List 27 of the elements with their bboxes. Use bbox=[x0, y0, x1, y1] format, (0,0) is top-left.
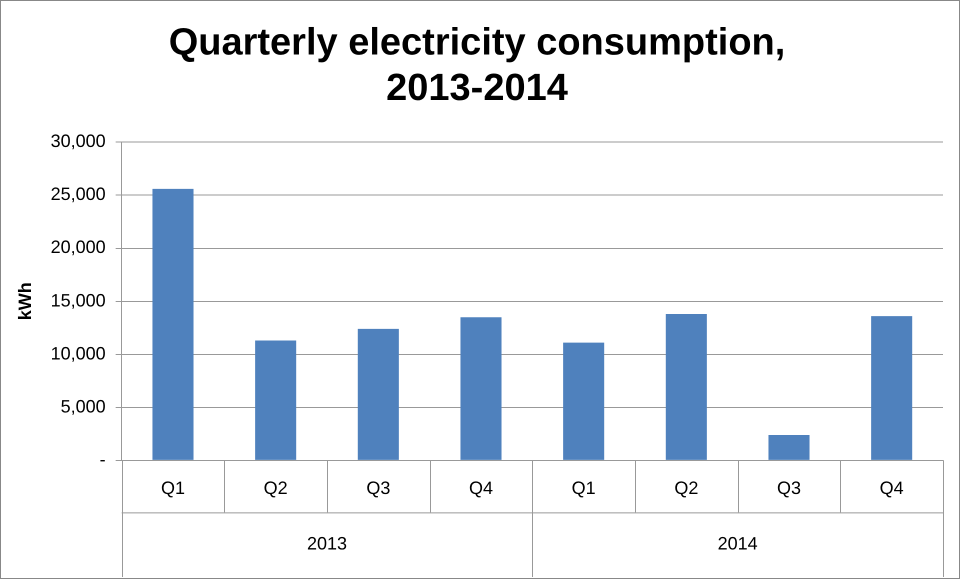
bar bbox=[666, 314, 707, 460]
x-tick-label: Q3 bbox=[366, 478, 390, 498]
chart-title: Quarterly electricity consumption, 2013-2014 bbox=[168, 21, 786, 109]
bar bbox=[563, 342, 604, 460]
x-tick-label: Q4 bbox=[468, 478, 493, 498]
y-tick-label: 30,000 bbox=[50, 131, 106, 152]
x-tick-label: Q2 bbox=[264, 478, 288, 498]
bar bbox=[152, 188, 194, 460]
bar bbox=[358, 328, 399, 460]
bar bbox=[871, 316, 912, 460]
bar bbox=[768, 434, 810, 460]
x-tick-label: Q2 bbox=[674, 478, 698, 498]
y-tick-label: 25,000 bbox=[50, 184, 106, 204]
y-axis-title: kWh bbox=[14, 282, 35, 320]
x-tick-label: Q1 bbox=[160, 478, 185, 498]
x-tick-label: Q4 bbox=[880, 478, 904, 498]
x-tick-label: Q3 bbox=[776, 478, 802, 498]
x-tick-label: Q1 bbox=[572, 478, 596, 498]
y-tick-label: 20,000 bbox=[50, 237, 106, 258]
text: 2014 bbox=[718, 534, 758, 554]
text: 2013 bbox=[306, 534, 348, 554]
bar bbox=[255, 340, 296, 460]
y-tick-label: 10,000 bbox=[50, 343, 106, 364]
y-tick-label: - bbox=[100, 449, 106, 470]
bar bbox=[460, 317, 502, 460]
y-tick-label: 5,000 bbox=[60, 396, 106, 416]
y-tick-label: 15,000 bbox=[50, 290, 106, 310]
